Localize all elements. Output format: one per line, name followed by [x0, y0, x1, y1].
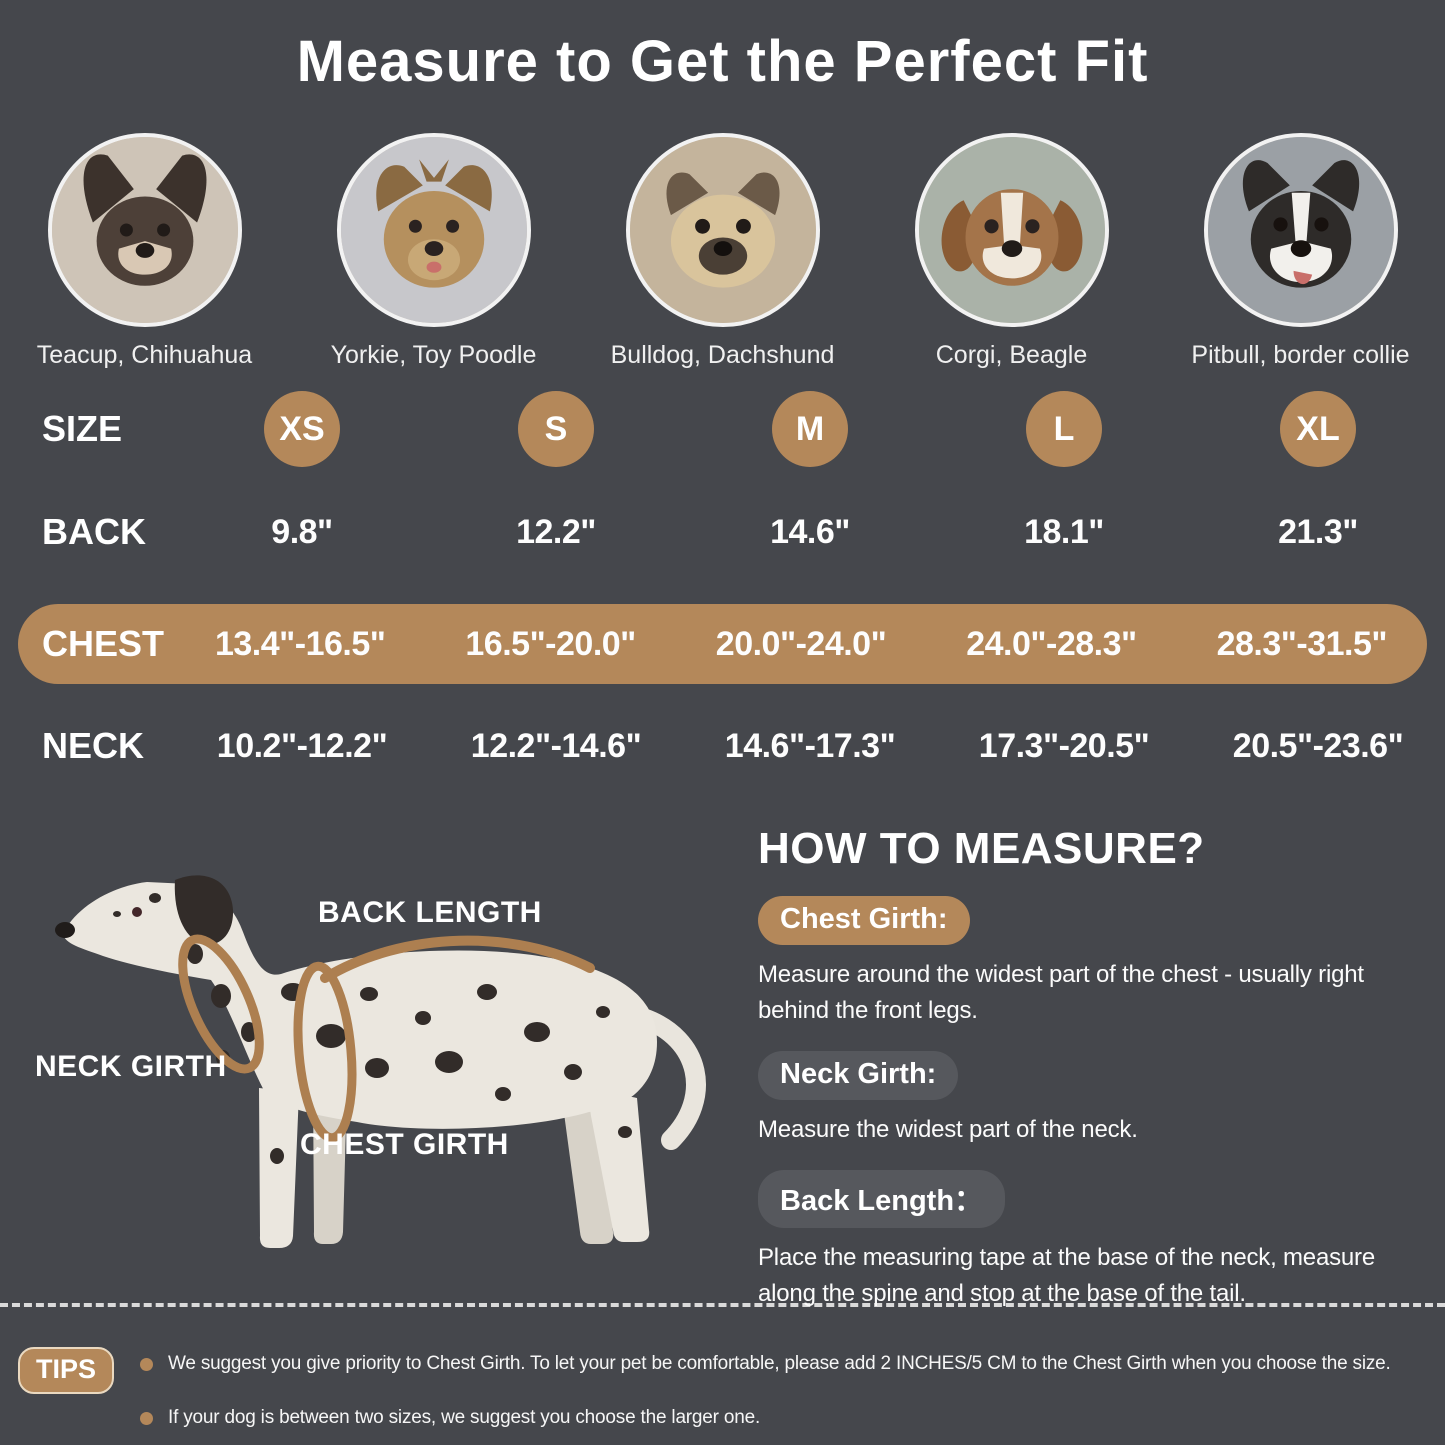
- dog-eye: [132, 907, 142, 917]
- yorkie-photo: [336, 133, 531, 327]
- table-cell: M: [683, 391, 937, 467]
- bullet-icon: [140, 1357, 154, 1371]
- chest-girth-label: CHEST GIRTH: [300, 1128, 509, 1161]
- bullet-icon: [140, 1411, 154, 1425]
- neck-girth-band: [178, 934, 264, 1074]
- table-row-chest-highlight: CHEST 13.4"-16.5" 16.5"-20.0" 20.0"-24.0…: [18, 604, 1427, 684]
- tip-item: We suggest you give priority to Chest Gi…: [140, 1353, 1430, 1375]
- tip-text: If your dog is between two sizes, we sug…: [168, 1407, 761, 1428]
- tips-section: TIPS We suggest you give priority to Che…: [0, 1307, 1445, 1445]
- neck-girth-pill: Neck Girth:: [758, 1051, 959, 1100]
- row-label-back: BACK: [42, 511, 146, 552]
- breed-photo-row: Teacup, Chihuahua Yorkie, Toy Poodle: [0, 133, 1445, 370]
- dog-ear: [174, 875, 234, 945]
- tip-item: If your dog is between two sizes, we sug…: [140, 1407, 1430, 1429]
- dalmatian-illustration: [55, 875, 706, 1248]
- table-cell: 13.4"-16.5": [214, 624, 386, 663]
- breed-column-xs: Teacup, Chihuahua: [0, 133, 289, 370]
- back-length-arc: [320, 935, 595, 983]
- neck-girth-label: NECK GIRTH: [35, 1050, 227, 1083]
- table-cell: 14.6": [770, 512, 850, 551]
- table-cell: L: [937, 391, 1191, 467]
- dog-measurement-diagram: BACK LENGTH NECK GIRTH CHEST GIRTH: [0, 798, 755, 1303]
- tips-list: We suggest you give priority to Chest Gi…: [140, 1345, 1430, 1445]
- row-label-chest: CHEST: [42, 623, 165, 664]
- size-badge-s: S: [518, 391, 594, 467]
- table-cell: XS: [175, 391, 429, 467]
- table-cell: 12.2": [516, 512, 596, 551]
- table-cell: 20.0"-24.0": [715, 624, 887, 663]
- size-badge-l: L: [1026, 391, 1102, 467]
- pug-photo: [625, 133, 820, 327]
- table-cell: XL: [1191, 391, 1445, 467]
- table-cell: 24.0"-28.3": [966, 624, 1137, 663]
- breed-label: Corgi, Beagle: [935, 341, 1088, 369]
- back-length-instructions: Place the measuring tape at the base of …: [758, 1244, 1375, 1307]
- size-badge-m: M: [772, 391, 848, 467]
- table-row-back: BACK 9.8" 12.2" 14.6" 18.1" 21.3": [0, 478, 1445, 586]
- breed-column-xl: Pitbull, border collie: [1156, 133, 1445, 370]
- dashed-separator: [0, 1303, 1445, 1307]
- bottom-section: BACK LENGTH NECK GIRTH CHEST GIRTH HOW T…: [0, 798, 1445, 1307]
- chest-girth-pill: Chest Girth:: [758, 896, 970, 945]
- breed-label: Yorkie, Toy Poodle: [330, 341, 537, 369]
- how-to-measure-section: HOW TO MEASURE? Chest Girth: Measure aro…: [755, 798, 1445, 1307]
- back-length-label: BACK LENGTH: [318, 896, 542, 929]
- chihuahua-face-icon: [51, 137, 238, 323]
- breed-label: Teacup, Chihuahua: [36, 341, 253, 369]
- tips-badge: TIPS: [18, 1347, 115, 1394]
- table-cell: 20.5"-23.6": [1232, 726, 1404, 765]
- table-cell: 16.5"-20.0": [465, 624, 636, 663]
- size-badge-xl: XL: [1280, 391, 1356, 467]
- tip-text: We suggest you give priority to Chest Gi…: [168, 1353, 1391, 1374]
- breed-label: Pitbull, border collie: [1191, 341, 1410, 369]
- dalmatian-spots: [113, 893, 632, 1164]
- table-cell: 21.3": [1278, 512, 1358, 551]
- row-label-neck: NECK: [42, 725, 145, 766]
- table-row-size: SIZE XS S M L XL: [0, 380, 1445, 478]
- beagle-photo-column: Corgi, Beagle: [867, 133, 1156, 370]
- row-label-size: SIZE: [42, 408, 123, 449]
- chest-girth-band: [293, 961, 357, 1143]
- table-cell: 12.2"-14.6": [470, 726, 642, 765]
- dog-nose: [55, 922, 75, 938]
- how-to-measure-heading: HOW TO MEASURE?: [758, 824, 1205, 873]
- page-title: Measure to Get the Perfect Fit: [296, 29, 1149, 94]
- table-cell: S: [429, 391, 683, 467]
- pug-face-icon: [629, 137, 816, 323]
- chest-girth-instructions: Measure around the widest part of the ch…: [758, 961, 1364, 1024]
- chihuahua-photo: [47, 133, 242, 327]
- breed-label: Bulldog, Dachshund: [610, 341, 835, 369]
- back-length-pill: Back Length：: [758, 1170, 1006, 1228]
- table-cell: 28.3"-31.5": [1216, 624, 1388, 663]
- table-cell: 9.8": [271, 512, 333, 551]
- border-collie-face-icon: [1207, 137, 1394, 323]
- border-collie-photo: [1203, 133, 1398, 327]
- beagle-face-icon: [918, 137, 1105, 323]
- size-badge-xs: XS: [264, 391, 340, 467]
- yorkie-face-icon: [340, 137, 527, 323]
- beagle-photo: [914, 133, 1109, 327]
- breed-column-s: Yorkie, Toy Poodle: [289, 133, 578, 370]
- table-row-neck: NECK 10.2"-12.2" 12.2"-14.6" 14.6"-17.3"…: [0, 694, 1445, 798]
- neck-girth-instructions: Measure the widest part of the neck.: [758, 1116, 1138, 1143]
- table-cell: 14.6"-17.3": [724, 726, 896, 765]
- table-cell: 18.1": [1024, 512, 1104, 551]
- size-table: SIZE XS S M L XL BACK 9.8" 12.2" 14.6" 1…: [0, 380, 1445, 798]
- table-cell: 10.2"-12.2": [216, 726, 388, 765]
- breed-column-m: Bulldog, Dachshund: [578, 133, 867, 370]
- table-cell: 17.3"-20.5": [978, 726, 1150, 765]
- dog-tail: [633, 1008, 706, 1150]
